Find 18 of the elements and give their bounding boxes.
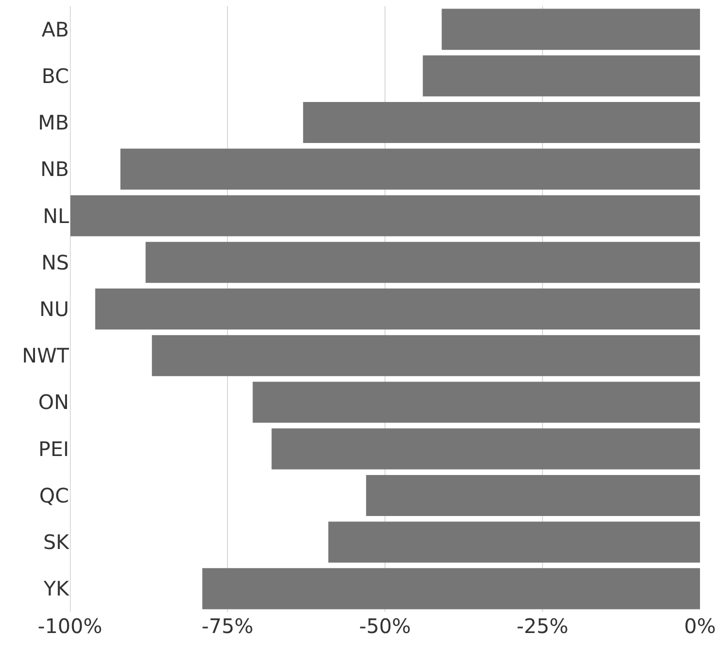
y-tick-label: BC (42, 64, 69, 88)
x-tick-label: -25% (516, 614, 568, 638)
x-tick-label: -75% (202, 614, 254, 638)
y-tick-label: NU (39, 297, 69, 321)
x-tick-label: 0% (684, 614, 716, 638)
y-tick-label: NWT (22, 344, 70, 368)
y-tick-label: ON (38, 390, 69, 414)
y-tick-label: QC (39, 483, 69, 508)
x-tick-label: -50% (359, 614, 411, 638)
y-tick-label: MB (38, 110, 69, 135)
x-tick-label: -100% (38, 614, 102, 638)
y-tick-label: AB (42, 17, 69, 42)
y-tick-label: SK (43, 530, 70, 554)
y-tick-label: PEI (38, 436, 69, 461)
y-tick-label: NS (41, 250, 69, 274)
y-tick-label: NL (42, 204, 70, 228)
y-tick-label: NB (40, 157, 69, 182)
y-tick-label: YK (42, 576, 70, 601)
